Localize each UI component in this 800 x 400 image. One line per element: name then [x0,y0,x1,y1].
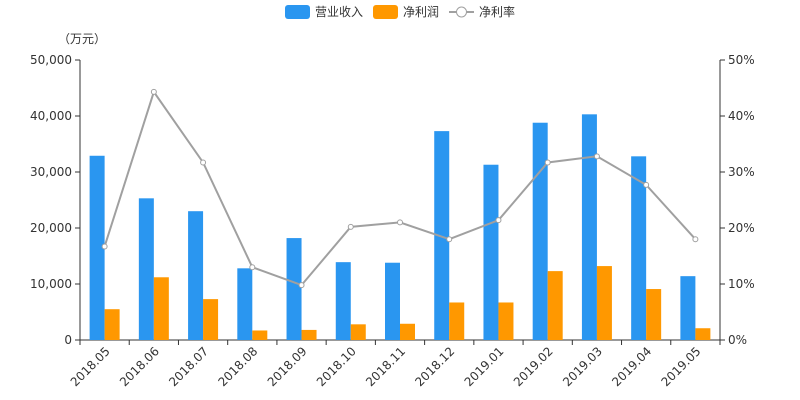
net-profit-bar [695,328,711,340]
net-profit-bar [252,330,268,340]
x-tick-label: 2018.11 [363,344,408,389]
line-series-group [101,88,699,289]
y-right-tick-label: 0% [728,333,747,347]
y-right-tick-label: 10% [728,277,755,291]
net-profit-bar [104,309,120,340]
legend-label: 净利率 [479,4,515,19]
net-margin-point [495,217,502,224]
legend-swatch [373,5,398,19]
revenue-bar [335,262,351,340]
net-margin-point [249,264,256,271]
y-axis-unit-label: （万元） [58,32,106,46]
y-right-tick-label: 50% [728,53,755,67]
legend-marker [456,6,467,18]
net-profit-bar [646,289,662,340]
x-tick-label: 2019.02 [511,344,556,389]
revenue-bar [581,114,597,340]
revenue-bar [434,131,450,340]
x-tick-label: 2018.09 [265,344,310,389]
net-profit-bar [449,302,465,340]
net-margin-point [643,181,650,188]
net-margin-point [101,243,108,250]
x-tick-label: 2019.01 [462,344,507,389]
x-tick-label: 2018.05 [68,344,113,389]
net-margin-point [150,88,157,95]
x-tick-label: 2019.03 [560,344,605,389]
revenue-bar [286,238,302,340]
net-profit-bar [301,329,317,340]
revenue-bar [680,276,696,340]
x-tick-label: 2018.06 [117,344,162,389]
legend-swatch [285,5,310,19]
net-margin-point [347,223,354,230]
y-right-tick-label: 20% [728,221,755,235]
y-left-tick-label: 30,000 [30,165,72,179]
y-left-tick-label: 20,000 [30,221,72,235]
legend-item[interactable]: 净利率 [449,4,515,19]
revenue-bar [138,198,154,340]
y-left-tick-label: 0 [64,333,72,347]
legend-label: 营业收入 [315,5,363,19]
y-left-tick-label: 40,000 [30,109,72,123]
x-tick-label: 2018.10 [314,344,359,389]
legend-item[interactable]: 净利润 [373,5,439,19]
x-tick-label: 2018.08 [215,344,260,389]
net-margin-point [692,236,699,243]
y-left-tick-label: 10,000 [30,277,72,291]
revenue-bar [237,268,253,340]
revenue-bar [385,262,400,340]
revenue-bar [89,155,105,340]
x-tick-label: 2019.04 [609,344,654,389]
net-margin-point [544,159,551,166]
legend-item[interactable]: 营业收入 [285,5,363,19]
net-profit-bar [596,266,612,340]
chart-legend[interactable]: 营业收入 净利润 净利率 [285,4,515,19]
legend-label: 净利润 [403,5,439,19]
net-margin-point [397,219,403,226]
y-right-tick-label: 30% [728,165,755,179]
y-right-tick-label: 40% [728,109,755,123]
net-profit-bar [350,324,366,340]
net-profit-bar [400,323,415,340]
net-profit-bar [153,277,169,340]
net-margin-point [593,153,600,160]
net-profit-bar [203,299,219,340]
net-profit-bar [547,271,563,340]
net-profit-bar [498,302,514,340]
y-left-tick-label: 50,000 [30,53,72,67]
x-tick-label: 2018.07 [166,344,211,389]
net-margin-point [446,236,453,243]
revenue-bar [483,164,499,340]
x-tick-label: 2019.05 [659,344,704,389]
bar-series-group [89,114,711,340]
net-margin-point [200,159,207,166]
net-margin-point [298,282,305,289]
revenue-bar [631,156,647,340]
revenue-bar [188,211,204,340]
x-tick-label: 2018.12 [412,344,457,389]
revenue-bar [532,122,548,340]
